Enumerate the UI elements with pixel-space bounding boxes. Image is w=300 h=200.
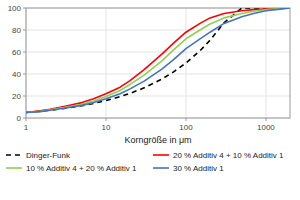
series-line bbox=[26, 8, 290, 113]
x-tick-label: 100 bbox=[179, 123, 193, 132]
legend-swatch bbox=[153, 154, 169, 156]
grid bbox=[26, 8, 290, 118]
plot-frame bbox=[26, 8, 290, 118]
x-grid-line bbox=[105, 8, 106, 118]
x-grid-line bbox=[265, 8, 266, 118]
legend-label: Dinger-Funk bbox=[26, 151, 71, 160]
series-line bbox=[26, 8, 290, 113]
x-tick-label: 1000 bbox=[257, 123, 275, 132]
x-tick-label: 1 bbox=[24, 123, 29, 132]
legend-label: 20 % Additiv 4 + 10 % Additiv 1 bbox=[173, 151, 284, 160]
y-grid-line bbox=[26, 52, 290, 53]
page: {"chart_data": {"type": "line", "xlabel"… bbox=[0, 0, 300, 200]
y-tick-label: 0 bbox=[17, 114, 22, 123]
axes: 0 20 40 60 80 100 1 10 100 1000 bbox=[8, 4, 290, 132]
y-tick-label: 100 bbox=[8, 4, 22, 13]
legend: Dinger-Funk 20 % Additiv 4 + 10 % Additiv… bbox=[6, 151, 284, 173]
y-grid-line bbox=[26, 30, 290, 31]
x-grid-line bbox=[185, 8, 186, 118]
chart: 0 20 40 60 80 100 1 10 100 1000 Korngröße in μm Din… bbox=[0, 0, 300, 200]
series-line bbox=[26, 8, 290, 113]
x-axis-label: Korngröße in μm bbox=[124, 135, 191, 145]
legend-swatch bbox=[6, 154, 22, 156]
y-tick-label: 60 bbox=[12, 48, 21, 57]
y-tick-label: 20 bbox=[12, 92, 21, 101]
legend-swatch bbox=[6, 167, 22, 169]
y-grid-line bbox=[26, 74, 290, 75]
y-tick-label: 80 bbox=[12, 26, 21, 35]
y-grid-line bbox=[26, 96, 290, 97]
series-line bbox=[26, 8, 290, 113]
lines bbox=[26, 8, 290, 113]
x-tick-label: 10 bbox=[102, 123, 111, 132]
legend-label: 10 % Additiv 4 + 20 % Additiv 1 bbox=[26, 164, 137, 173]
legend-label: 30 % Additiv 1 bbox=[173, 164, 224, 173]
y-tick-label: 40 bbox=[12, 70, 21, 79]
legend-swatch bbox=[153, 167, 169, 169]
